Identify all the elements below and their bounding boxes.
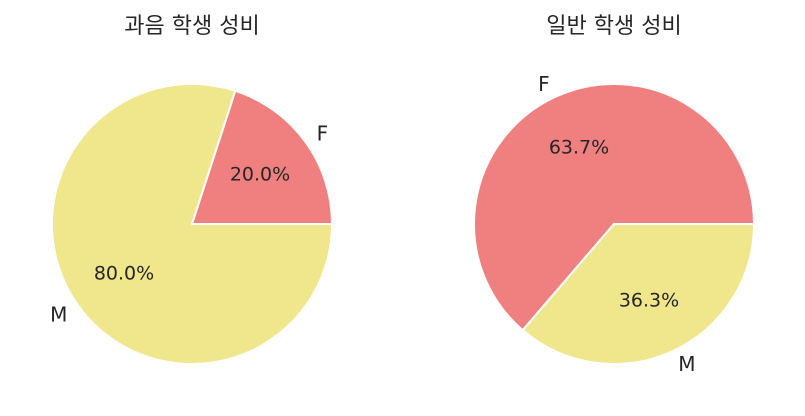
category-label-m: M	[50, 303, 67, 327]
pie-heavy-drinkers	[51, 83, 333, 365]
data-label-m: 80.0%	[94, 262, 154, 284]
data-label-m: 36.3%	[619, 289, 679, 311]
chart-panel-regular-students: 일반 학생 성비 63.7% F 36.3% M	[473, 14, 755, 376]
chart-title-heavy-drinkers: 과음 학생 성비	[124, 14, 259, 39]
category-label-f: F	[538, 72, 550, 96]
chart-panel-heavy-drinkers: 과음 학생 성비 20.0% F 80.0% M	[50, 14, 333, 365]
pie-slice-f	[473, 83, 755, 332]
data-label-f: 20.0%	[230, 164, 290, 186]
pie-slice-m	[51, 83, 333, 365]
category-label-f: F	[317, 122, 329, 146]
pie-slice-f	[191, 89, 333, 225]
pie-regular-students	[473, 83, 755, 365]
data-label-f: 63.7%	[549, 137, 609, 159]
pie-slice-m	[521, 223, 755, 365]
category-label-m: M	[678, 352, 695, 376]
chart-title-regular-students: 일반 학생 성비	[546, 14, 681, 39]
